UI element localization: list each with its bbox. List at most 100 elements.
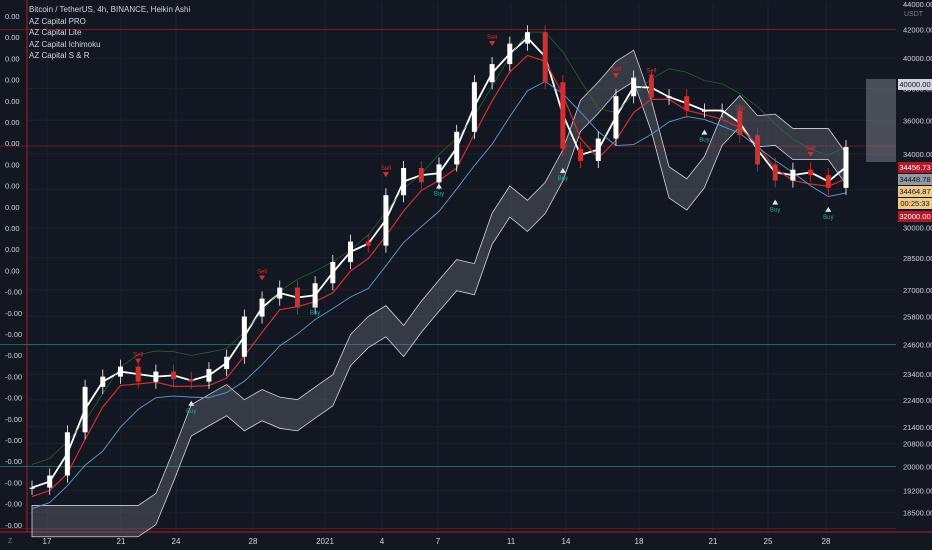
sell-label: Sell [381,166,391,172]
sell-label: Sell [487,35,497,41]
candle-body [188,379,194,382]
left-scale-label: -0.00 [5,457,22,466]
candle-body [117,366,123,377]
currency-label: USDT [904,11,924,18]
sell-label: Sell [735,106,745,112]
left-scale-label: 0.00 [5,160,20,169]
y-tick-label: 27000.00 [903,286,932,295]
sell-label: Sell [646,69,656,75]
left-scale-label: -0.00 [5,330,22,339]
candle-body [64,432,70,476]
candle-body [648,77,654,98]
sell-marker [489,40,496,46]
sell-label: Sell [611,67,621,73]
candle-body [82,386,88,433]
left-scale-label: -0.00 [5,394,22,403]
candles [29,25,849,495]
legend-indicator[interactable]: AZ Capital Ichimoku [29,39,101,49]
y-tick-label: 28500.00 [903,254,932,263]
x-tick-label: 2021 [316,537,334,546]
candle-body [507,43,513,65]
buy-marker [436,183,442,189]
legend-title: Bitcoin / TetherUS, 4h, BINANCE, Heikin … [29,5,191,14]
left-scale-label: 0.00 [5,182,20,191]
candle-body [595,138,601,161]
y-tick-label: 34000.00 [903,150,932,159]
candle-body [330,262,336,284]
y-tick-label: 40000.00 [903,54,932,63]
x-tick-label: 21 [117,537,126,546]
candle-body [666,96,672,98]
buy-label: Buy [770,208,780,214]
left-scale-label: 0.00 [5,54,20,63]
left-scale-label: 0.00 [5,118,20,127]
price-tag: 00:25:33 [898,198,932,209]
candle-body [259,298,265,317]
corner-z-label[interactable]: Z [8,538,13,545]
lagging-span-line [31,31,847,465]
buy-label: Buy [558,176,568,182]
y-tick-label: 19200.00 [903,487,932,496]
y-tick-label: 20000.00 [903,463,932,472]
y-tick-label: 36000.00 [903,116,932,125]
y-tick-label: 21400.00 [903,423,932,432]
left-scale-label: -0.00 [5,478,22,487]
candle-body [224,356,230,370]
price-tag: 32000.00 [898,211,932,222]
left-scale-label: -0.00 [5,351,22,360]
candle-body [401,167,407,196]
x-tick-label: 7 [436,537,441,546]
candle-body [454,131,460,165]
candle-body [772,164,778,181]
sell-marker [135,358,142,364]
y-tick-label: 18500.00 [903,509,932,518]
sell-label: Sell [806,146,816,152]
candle-body [471,82,477,132]
candle-body [29,487,35,489]
left-scale-label: -0.00 [5,436,22,445]
chart-legend: Bitcoin / TetherUS, 4h, BINANCE, Heikin … [29,4,190,62]
buy-marker [772,199,779,205]
y-tick-label: 22400.00 [903,396,932,405]
x-tick-label: 18 [635,537,644,546]
sell-marker [807,151,814,157]
candle-body [843,147,849,188]
range-box [866,79,896,162]
candle-body [418,167,424,183]
candle-body [719,110,725,112]
candle-body [365,241,371,246]
sell-marker [612,73,619,79]
legend-indicator[interactable]: AZ Capital S & R [29,51,90,60]
y-tick-label: 30000.00 [903,224,932,233]
y-tick-label: 42000.00 [903,25,932,34]
sell-marker [648,74,655,80]
buy-label: Buy [186,409,196,415]
left-scale-label: -0.00 [5,372,22,381]
price-tag: 34448.78 [898,174,932,185]
buy-marker [188,400,195,406]
x-tick-label: 21 [709,537,718,546]
left-scale-label: -0.00 [5,309,22,318]
candle-body [312,283,318,308]
y-tick-label: 24600.00 [903,341,932,350]
y-tick-label: 20800.00 [903,440,932,449]
legend-indicator[interactable]: AZ Capital PRO [29,16,86,26]
candle-body [436,164,442,183]
candle-body [153,371,159,382]
candle-body [808,169,814,176]
left-scale-label: 0.00 [5,97,20,106]
legend-indicator[interactable]: AZ Capital Lite [29,28,82,37]
left-scale-label: 0.00 [5,76,20,85]
x-tick-label: 17 [43,537,52,546]
buy-label: Buy [310,310,320,316]
buy-marker [825,206,832,212]
left-scale-label: 0.00 [5,139,20,148]
candle-body [524,32,530,44]
time-axis[interactable]: 17 21 24 28 2021 4 7 11 14 18 21 25 28 [43,537,831,546]
candle-body [613,96,619,139]
buy-marker [559,167,566,173]
left-scale-label: -0.00 [5,288,22,297]
slow-ma-line [31,80,847,510]
candle-body [737,110,743,136]
